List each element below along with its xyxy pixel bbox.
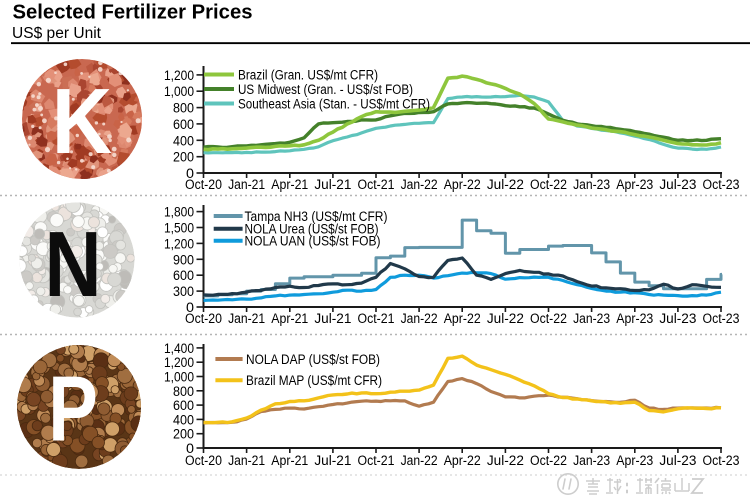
svg-text:600: 600	[173, 398, 194, 413]
svg-text:Selected Fertilizer Prices: Selected Fertilizer Prices	[13, 1, 253, 24]
svg-text:Oct-23: Oct-23	[703, 311, 740, 326]
svg-text:300: 300	[173, 284, 194, 299]
svg-text:Oct-22: Oct-22	[530, 453, 567, 468]
svg-text:NOLA DAP (US$/st FOB): NOLA DAP (US$/st FOB)	[246, 352, 380, 367]
svg-text:1,200: 1,200	[164, 236, 194, 251]
svg-text:Jan-21: Jan-21	[228, 177, 265, 192]
svg-text:US$ per Unit: US$ per Unit	[12, 25, 102, 42]
svg-text:Jul-22: Jul-22	[487, 177, 524, 192]
svg-text:P: P	[48, 357, 98, 461]
svg-text:Oct-23: Oct-23	[703, 453, 740, 468]
svg-text:Apr-21: Apr-21	[271, 311, 308, 326]
svg-text:1,000: 1,000	[164, 370, 194, 385]
svg-text:1,200: 1,200	[164, 355, 194, 370]
svg-text:800: 800	[173, 101, 194, 116]
svg-text:Oct-20: Oct-20	[185, 177, 222, 192]
svg-text:Jan-21: Jan-21	[228, 453, 265, 468]
svg-text:Jul-22: Jul-22	[487, 453, 524, 468]
svg-text:Apr-22: Apr-22	[444, 177, 481, 192]
svg-text:US Midwest (Gran. - US$/st FOB: US Midwest (Gran. - US$/st FOB)	[238, 82, 413, 97]
svg-text:Apr-21: Apr-21	[271, 453, 308, 468]
svg-text:NOLA Urea (US$/st FOB): NOLA Urea (US$/st FOB)	[245, 222, 379, 237]
svg-text:Apr-23: Apr-23	[616, 453, 653, 468]
svg-text:Jul-23: Jul-23	[659, 177, 696, 192]
svg-text:Tampa NH3 (US$/mt CFR): Tampa NH3 (US$/mt CFR)	[245, 209, 388, 224]
svg-text:Jan-23: Jan-23	[573, 453, 610, 468]
svg-text:N: N	[44, 213, 101, 316]
svg-text:600: 600	[173, 268, 194, 283]
svg-text:Jul-23: Jul-23	[659, 453, 696, 468]
svg-text:400: 400	[173, 133, 194, 148]
svg-text:900: 900	[173, 252, 194, 267]
svg-text:200: 200	[173, 150, 194, 165]
svg-text:Oct-21: Oct-21	[358, 453, 395, 468]
svg-text:1,400: 1,400	[164, 341, 194, 356]
svg-text:400: 400	[173, 412, 194, 427]
svg-text:Jul-21: Jul-21	[314, 453, 351, 468]
svg-text:0: 0	[186, 166, 194, 181]
svg-text:Oct-23: Oct-23	[703, 177, 740, 192]
svg-text:Southeast Asia (Stan. - US$/mt: Southeast Asia (Stan. - US$/mt CFR)	[238, 96, 430, 111]
svg-text:Jul-21: Jul-21	[314, 177, 351, 192]
svg-text:Oct-20: Oct-20	[185, 453, 222, 468]
svg-text:Jan-22: Jan-22	[401, 453, 438, 468]
svg-text:Oct-20: Oct-20	[185, 311, 222, 326]
svg-text:Apr-22: Apr-22	[444, 311, 481, 326]
svg-text:0: 0	[186, 441, 194, 456]
svg-text:NOLA UAN (US$/st FOB): NOLA UAN (US$/st FOB)	[245, 234, 381, 249]
svg-text:Apr-23: Apr-23	[616, 311, 653, 326]
svg-text:Jan-22: Jan-22	[401, 311, 438, 326]
svg-text:Brazil (Gran. US$/mt CFR): Brazil (Gran. US$/mt CFR)	[238, 67, 378, 82]
svg-text:Apr-21: Apr-21	[271, 177, 308, 192]
svg-text:Jul-22: Jul-22	[487, 311, 524, 326]
svg-text:Apr-22: Apr-22	[444, 453, 481, 468]
svg-text:Jan-22: Jan-22	[401, 177, 438, 192]
svg-text:Jul-21: Jul-21	[314, 311, 351, 326]
svg-text:1,500: 1,500	[164, 221, 194, 236]
svg-text:Oct-21: Oct-21	[358, 311, 395, 326]
svg-text:Jan-23: Jan-23	[573, 177, 610, 192]
svg-text:600: 600	[173, 117, 194, 132]
svg-text:800: 800	[173, 384, 194, 399]
svg-text:200: 200	[173, 427, 194, 442]
svg-text:1,200: 1,200	[164, 68, 194, 83]
svg-text:0: 0	[186, 300, 194, 315]
svg-text:Brazil MAP (US$/mt CFR): Brazil MAP (US$/mt CFR)	[246, 373, 382, 388]
svg-text:Oct-22: Oct-22	[530, 311, 567, 326]
svg-text:Apr-23: Apr-23	[616, 177, 653, 192]
svg-text:Jul-23: Jul-23	[659, 311, 696, 326]
svg-text:1,800: 1,800	[164, 205, 194, 220]
svg-text:Oct-21: Oct-21	[358, 177, 395, 192]
svg-text:1,000: 1,000	[164, 84, 194, 99]
svg-text:Jan-23: Jan-23	[573, 311, 610, 326]
svg-text:Jan-21: Jan-21	[228, 311, 265, 326]
svg-text:K: K	[52, 69, 113, 173]
svg-text:Oct-22: Oct-22	[530, 177, 567, 192]
